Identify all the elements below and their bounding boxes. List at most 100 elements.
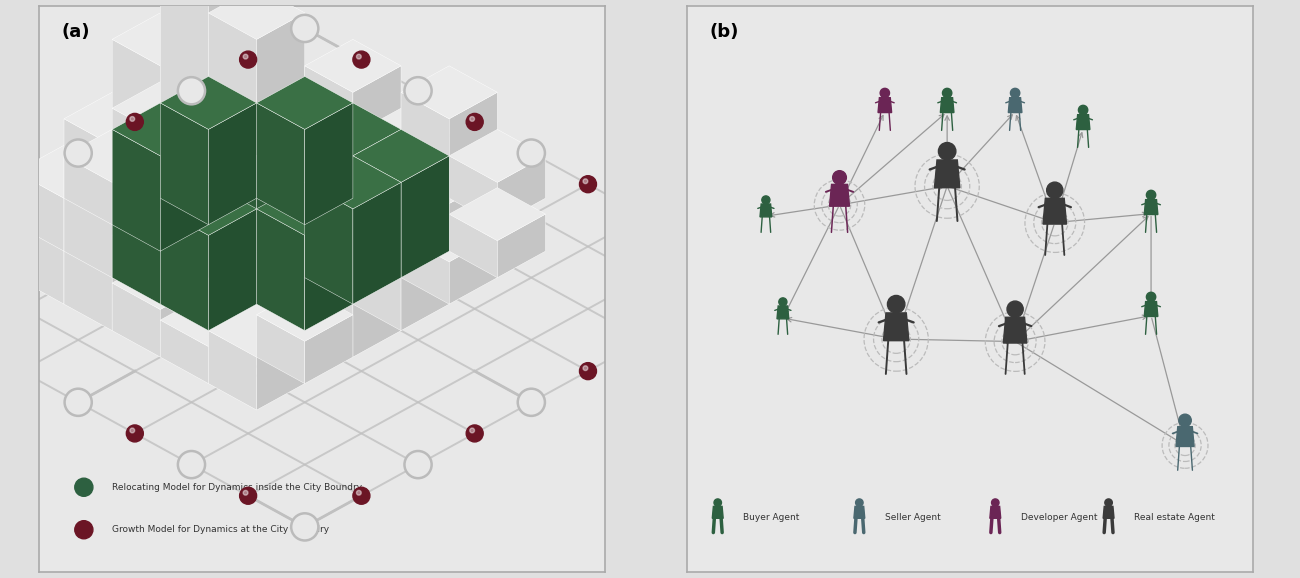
Circle shape — [130, 428, 135, 433]
Polygon shape — [304, 103, 402, 156]
Polygon shape — [160, 225, 208, 331]
Polygon shape — [208, 156, 304, 209]
Polygon shape — [112, 103, 208, 156]
Polygon shape — [160, 0, 208, 225]
Polygon shape — [352, 129, 450, 182]
Polygon shape — [402, 156, 450, 277]
Polygon shape — [304, 198, 352, 304]
Polygon shape — [112, 240, 160, 331]
Polygon shape — [64, 129, 160, 182]
Polygon shape — [304, 198, 352, 277]
Circle shape — [582, 366, 588, 370]
Polygon shape — [208, 0, 256, 225]
Polygon shape — [1104, 506, 1114, 518]
Polygon shape — [160, 145, 256, 198]
Polygon shape — [256, 235, 352, 288]
Polygon shape — [854, 506, 864, 518]
Polygon shape — [160, 320, 208, 384]
Polygon shape — [256, 198, 304, 277]
Text: Real estate Agent: Real estate Agent — [1134, 513, 1216, 522]
Circle shape — [356, 490, 361, 495]
Circle shape — [693, 238, 710, 255]
Polygon shape — [498, 156, 546, 225]
Circle shape — [352, 51, 370, 68]
Circle shape — [1179, 414, 1191, 427]
Polygon shape — [160, 129, 208, 251]
Polygon shape — [160, 39, 208, 251]
Polygon shape — [402, 198, 450, 277]
Polygon shape — [352, 198, 402, 304]
Text: Relocating Model for Dynamics inside the City Boundry: Relocating Model for Dynamics inside the… — [112, 483, 363, 492]
Polygon shape — [16, 145, 112, 198]
Polygon shape — [256, 119, 304, 251]
Polygon shape — [352, 172, 450, 225]
Polygon shape — [304, 156, 352, 277]
Polygon shape — [256, 182, 304, 304]
Polygon shape — [989, 506, 1001, 518]
Circle shape — [13, 176, 30, 192]
Polygon shape — [160, 283, 208, 357]
Polygon shape — [304, 129, 352, 251]
Polygon shape — [208, 145, 304, 198]
Polygon shape — [256, 119, 304, 225]
Polygon shape — [256, 209, 304, 331]
Polygon shape — [304, 267, 352, 357]
Polygon shape — [450, 92, 498, 198]
Polygon shape — [112, 81, 208, 135]
Polygon shape — [160, 103, 208, 225]
Circle shape — [888, 295, 905, 313]
Circle shape — [17, 179, 21, 184]
Polygon shape — [112, 235, 160, 304]
Polygon shape — [160, 108, 208, 198]
Polygon shape — [402, 251, 450, 331]
Text: Buyer Agent: Buyer Agent — [744, 513, 800, 522]
Polygon shape — [402, 66, 498, 119]
Circle shape — [130, 117, 135, 121]
Circle shape — [855, 499, 863, 506]
Circle shape — [75, 478, 92, 497]
Polygon shape — [777, 306, 789, 319]
Polygon shape — [304, 315, 352, 384]
Circle shape — [697, 303, 701, 308]
Polygon shape — [352, 129, 402, 251]
Circle shape — [1010, 88, 1019, 98]
Polygon shape — [112, 209, 208, 262]
Circle shape — [65, 388, 92, 416]
Polygon shape — [884, 313, 909, 340]
Circle shape — [517, 139, 545, 166]
Polygon shape — [878, 98, 892, 113]
Polygon shape — [64, 240, 112, 331]
Polygon shape — [160, 129, 256, 182]
Circle shape — [65, 139, 92, 166]
Polygon shape — [208, 92, 304, 145]
Circle shape — [580, 176, 597, 192]
Polygon shape — [402, 235, 450, 304]
Circle shape — [469, 428, 474, 433]
Polygon shape — [208, 172, 256, 277]
Text: (b): (b) — [710, 23, 738, 41]
Polygon shape — [304, 103, 352, 225]
Polygon shape — [1144, 302, 1158, 317]
Polygon shape — [208, 172, 256, 304]
Circle shape — [630, 202, 658, 229]
Polygon shape — [112, 156, 208, 209]
Circle shape — [17, 366, 21, 370]
Polygon shape — [112, 108, 160, 198]
Circle shape — [467, 113, 484, 131]
Polygon shape — [16, 182, 64, 304]
Polygon shape — [112, 13, 208, 66]
Polygon shape — [64, 156, 112, 225]
Polygon shape — [160, 294, 256, 347]
Circle shape — [630, 327, 658, 354]
Polygon shape — [256, 172, 304, 304]
Polygon shape — [304, 156, 402, 209]
Circle shape — [469, 117, 474, 121]
Polygon shape — [352, 108, 450, 161]
Polygon shape — [160, 182, 256, 235]
Polygon shape — [64, 182, 112, 304]
Circle shape — [243, 490, 248, 495]
Polygon shape — [352, 267, 402, 357]
Polygon shape — [402, 209, 498, 262]
Polygon shape — [208, 320, 256, 384]
Polygon shape — [256, 315, 304, 384]
